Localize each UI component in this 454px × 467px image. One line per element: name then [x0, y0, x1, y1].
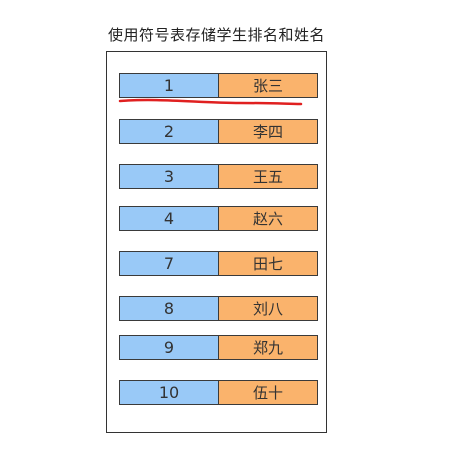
table-row-2: 2 李四	[119, 119, 318, 144]
table-row-6: 8 刘八	[119, 296, 318, 321]
rank-cell: 8	[119, 296, 219, 321]
symbol-table-frame	[106, 51, 327, 433]
name-cell: 田七	[219, 251, 318, 276]
rank-cell: 7	[119, 251, 219, 276]
name-cell: 张三	[219, 73, 318, 98]
table-row-5: 7 田七	[119, 251, 318, 276]
rank-cell: 9	[119, 335, 219, 360]
table-row-4: 4 赵六	[119, 206, 318, 231]
rank-cell: 3	[119, 164, 219, 189]
table-row-1: 1 张三	[119, 73, 318, 98]
rank-cell: 4	[119, 206, 219, 231]
name-cell: 王五	[219, 164, 318, 189]
table-row-8: 10 伍十	[119, 380, 318, 405]
table-row-7: 9 郑九	[119, 335, 318, 360]
name-cell: 刘八	[219, 296, 318, 321]
name-cell: 赵六	[219, 206, 318, 231]
rank-cell: 10	[119, 380, 219, 405]
table-row-3: 3 王五	[119, 164, 318, 189]
name-cell: 郑九	[219, 335, 318, 360]
diagram-title: 使用符号表存储学生排名和姓名	[108, 26, 326, 44]
rank-cell: 1	[119, 73, 219, 98]
name-cell: 李四	[219, 119, 318, 144]
name-cell: 伍十	[219, 380, 318, 405]
rank-cell: 2	[119, 119, 219, 144]
